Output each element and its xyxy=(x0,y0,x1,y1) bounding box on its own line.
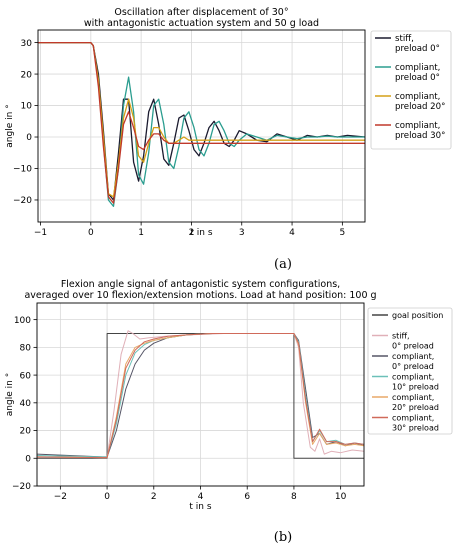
x-axis-label: t in s xyxy=(190,228,212,238)
legend-entry-1: compliant, xyxy=(395,63,440,73)
y-tick-label: 10 xyxy=(21,102,33,112)
x-tick-label: −2 xyxy=(54,492,67,502)
series-line-5 xyxy=(37,333,364,459)
y-tick-label: 30 xyxy=(21,39,33,49)
legend-entry-1: stiff, xyxy=(392,332,410,341)
series-line-3 xyxy=(38,41,365,204)
x-tick-label: 10 xyxy=(335,492,347,502)
legend-entry-5: 30° preload xyxy=(392,424,439,433)
y-tick-label: −20 xyxy=(13,196,32,206)
x-tick-label: −1 xyxy=(34,228,47,238)
y-tick-label: 0 xyxy=(25,454,31,464)
legend-entry-3: 10° preload xyxy=(392,383,439,392)
chart-subtitle: with antagonistic actuation system and 5… xyxy=(84,18,319,29)
x-tick-label: 0 xyxy=(104,492,110,502)
y-tick-label: 20 xyxy=(20,427,32,437)
chart-title: Flexion angle signal of antagonistic sys… xyxy=(61,279,340,290)
x-tick-label: 4 xyxy=(289,228,295,238)
legend-entry-4: 20° preload xyxy=(392,403,439,412)
plot-area xyxy=(37,330,364,459)
legend-entry-2: preload 20° xyxy=(395,102,445,112)
series-line-0 xyxy=(38,41,365,201)
series-line-1 xyxy=(38,41,365,207)
plot-area xyxy=(38,41,365,207)
x-tick-label: 6 xyxy=(244,492,250,502)
legend-entry-2: compliant, xyxy=(395,92,440,102)
legend-entry-0: stiff, xyxy=(395,34,414,44)
legend-entry-2: compliant, xyxy=(392,352,434,361)
grid xyxy=(38,30,365,222)
legend-entry-3: compliant, xyxy=(395,121,440,131)
x-tick-label: 3 xyxy=(239,228,245,238)
x-tick-label: 2 xyxy=(189,228,195,238)
legend: stiff,preload 0°compliant,preload 0°comp… xyxy=(370,30,452,150)
chart-title: Oscillation after displacement of 30° xyxy=(114,7,288,18)
y-tick-label: 0 xyxy=(26,133,32,143)
y-tick-label: 80 xyxy=(20,344,32,354)
y-axis-label: angle in ° xyxy=(5,104,15,147)
legend-entry-0: preload 0° xyxy=(395,44,440,54)
y-tick-label: 100 xyxy=(14,316,31,326)
x-tick-label: 2 xyxy=(151,492,157,502)
x-tick-label: 8 xyxy=(291,492,297,502)
y-tick-label: 20 xyxy=(21,70,33,80)
legend-entry-3: preload 30° xyxy=(395,131,445,141)
legend-entry-4: compliant, xyxy=(392,393,434,402)
x-tick-label: 5 xyxy=(339,228,345,238)
y-tick-label: 40 xyxy=(20,399,32,409)
x-tick-label: 4 xyxy=(198,492,204,502)
y-tick-label: −20 xyxy=(12,482,31,492)
legend-entry-1: preload 0° xyxy=(395,73,440,83)
y-tick-label: 60 xyxy=(20,371,32,381)
legend-entry-3: compliant, xyxy=(392,373,434,382)
figure-caption: (b) xyxy=(274,530,292,545)
x-tick-label: 1 xyxy=(138,228,144,238)
figure-caption: (a) xyxy=(274,257,292,272)
legend-entry-2: 0° preload xyxy=(392,362,434,371)
x-tick-label: 0 xyxy=(88,228,94,238)
legend-entry-1: 0° preload xyxy=(392,342,434,351)
y-tick-label: −10 xyxy=(13,165,32,175)
x-axis-label: t in s xyxy=(189,502,211,512)
legend-entry-0: goal position xyxy=(392,311,443,320)
y-axis-label: angle in ° xyxy=(5,373,15,416)
series-line-2 xyxy=(38,41,365,198)
plot-frame xyxy=(37,29,366,223)
chart-subtitle: averaged over 10 flexion/extension motio… xyxy=(24,290,376,301)
legend-entry-5: compliant, xyxy=(392,414,434,423)
series-line-0 xyxy=(37,333,364,459)
